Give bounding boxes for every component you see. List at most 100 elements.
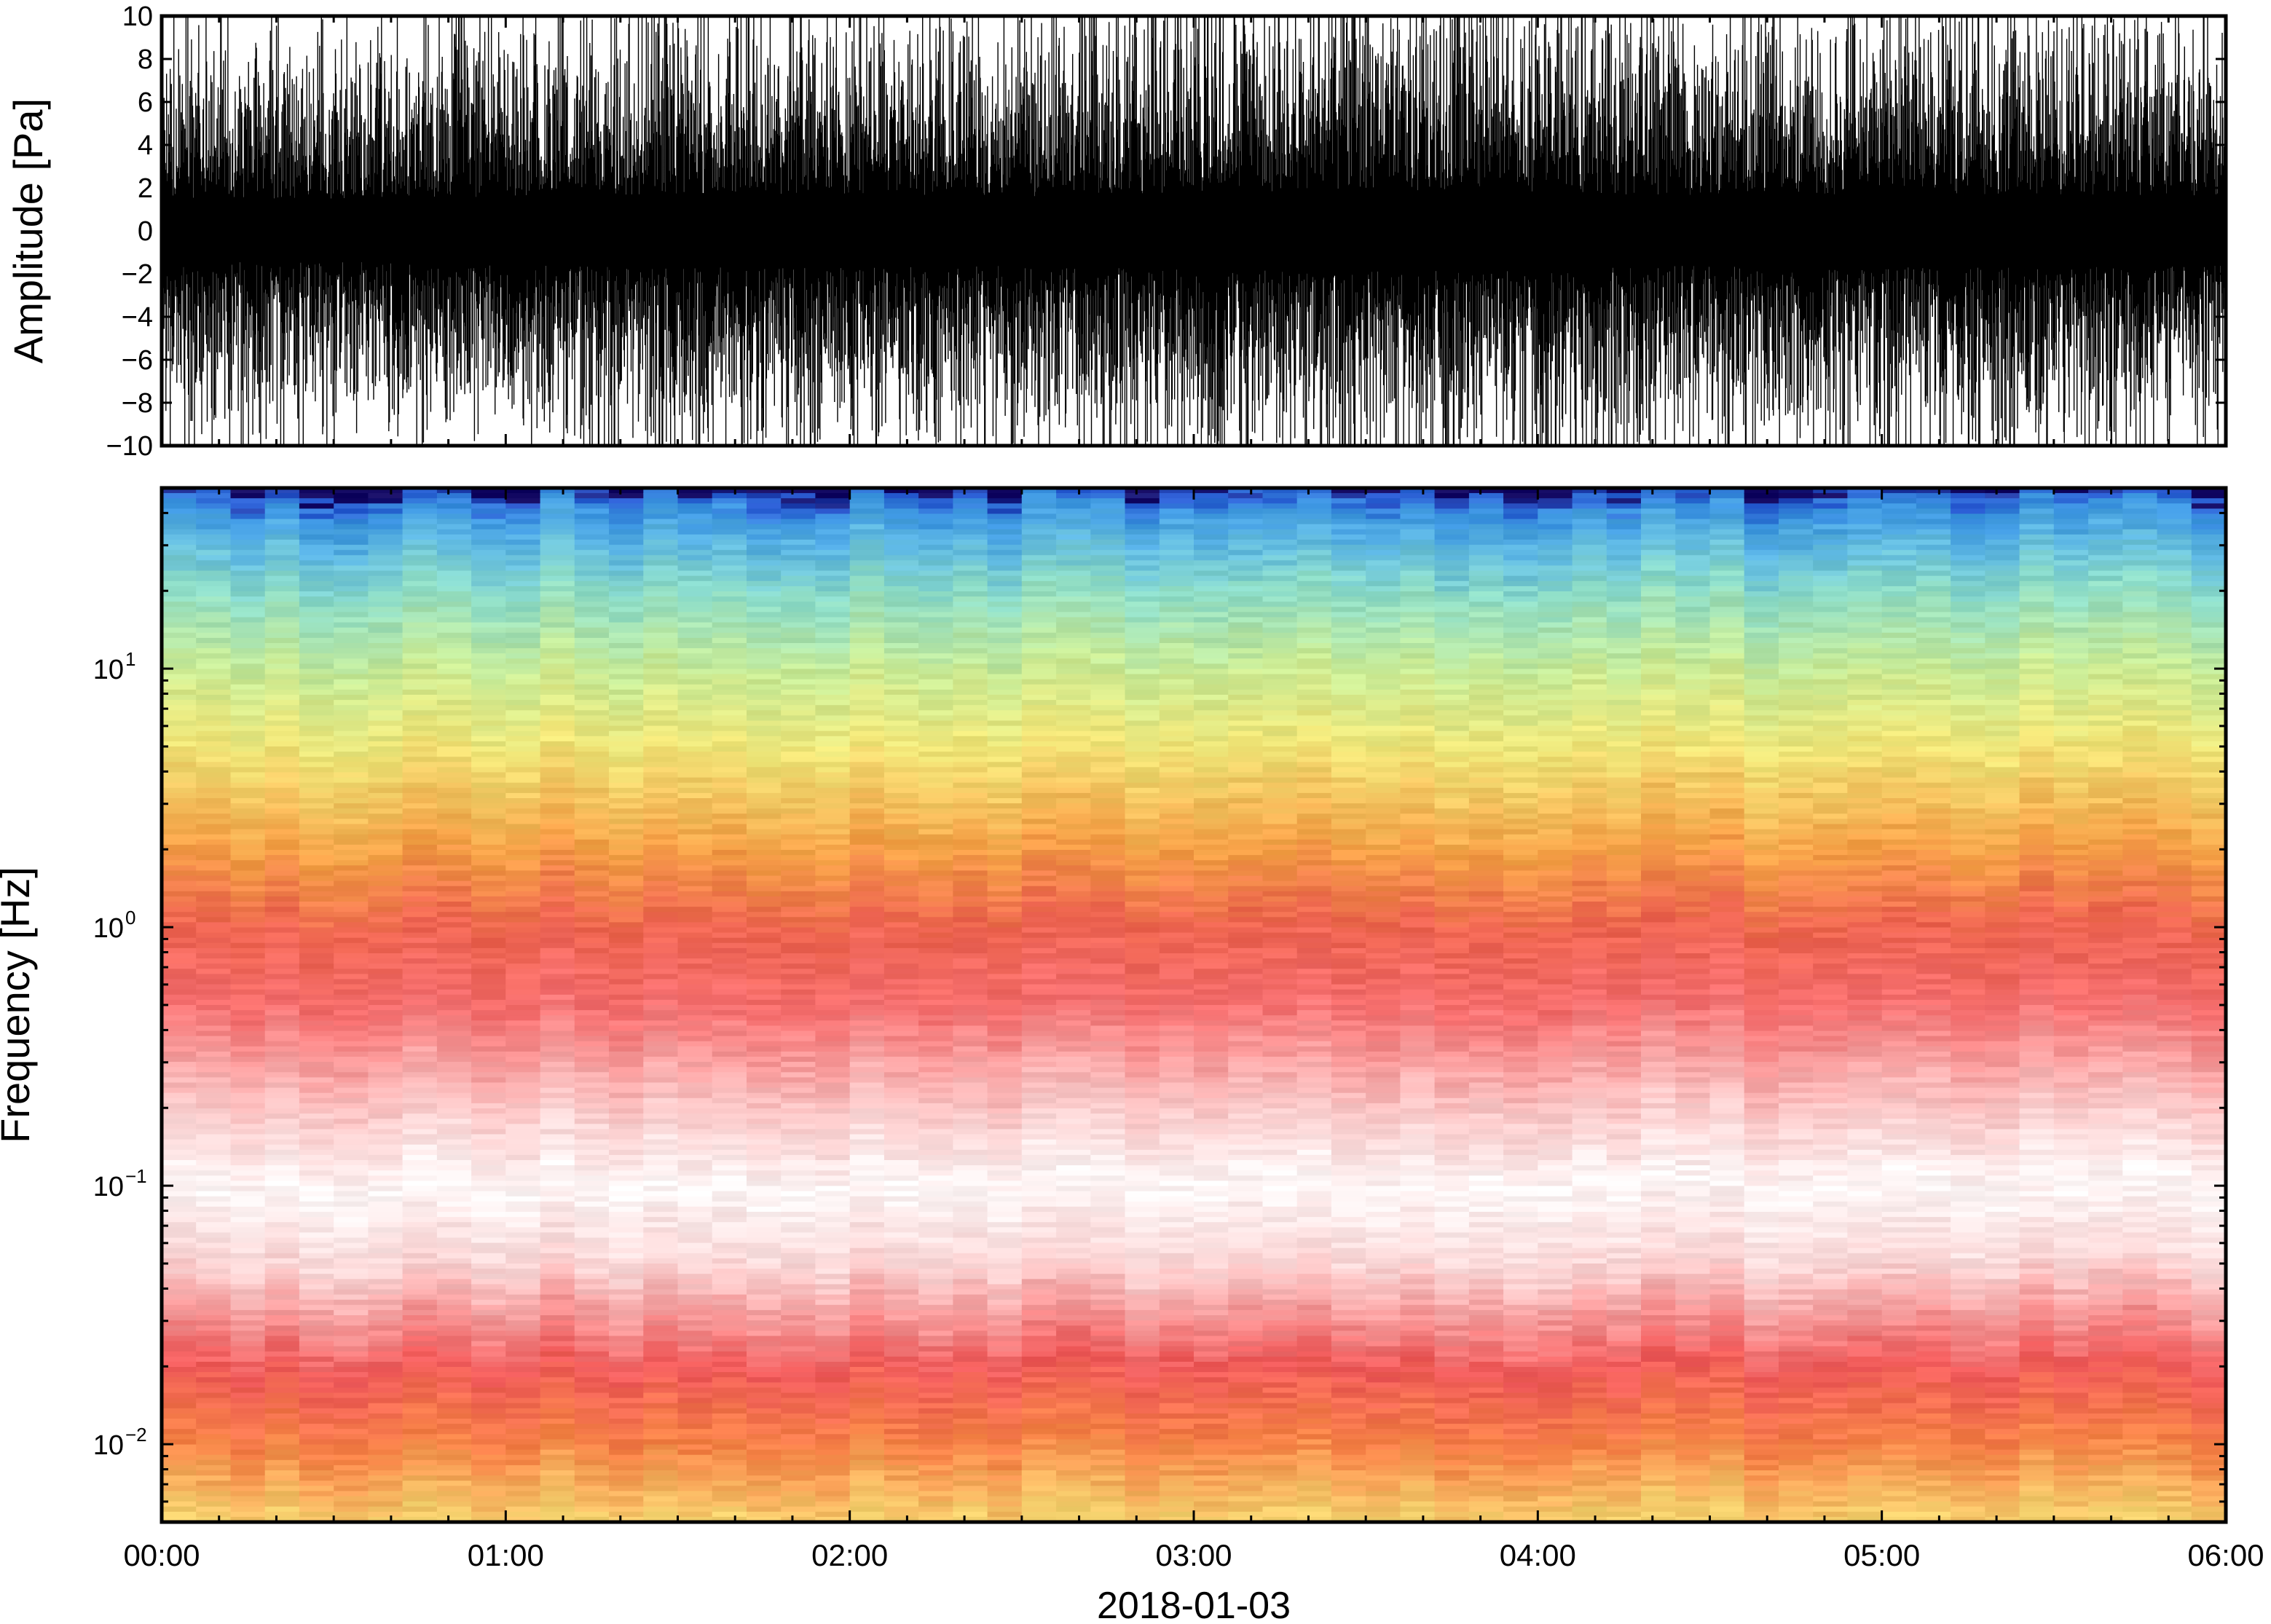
spectrogram-cell	[299, 1180, 334, 1187]
spectrogram-cell	[574, 503, 610, 510]
spectrogram-cell	[402, 627, 438, 634]
spectrogram-cell	[747, 684, 782, 690]
spectrogram-cell	[609, 627, 644, 634]
spectrogram-cell	[540, 622, 575, 628]
spectrogram-cell	[368, 627, 404, 634]
spectrogram-cell	[540, 1367, 575, 1373]
spectrogram-cell	[368, 1320, 404, 1326]
spectrogram-cell	[402, 1201, 438, 1207]
spectrogram-cell	[574, 787, 610, 794]
spectrogram-cell	[574, 493, 610, 499]
spectrogram-cell	[162, 580, 197, 587]
spectrogram-cell	[953, 1160, 988, 1166]
spectrogram-cell	[815, 1129, 851, 1135]
spectrogram-cell	[918, 570, 954, 577]
spectrogram-cell	[677, 540, 713, 545]
spectrogram-cell	[436, 1346, 472, 1352]
spectrogram-cell	[815, 1030, 851, 1037]
spectrogram-cell	[643, 1289, 679, 1296]
spectrogram-cell	[540, 777, 575, 784]
spectrogram-cell	[883, 1046, 919, 1052]
spectrogram-cell	[334, 632, 369, 639]
spectrogram-cell	[609, 1237, 644, 1244]
spectrogram-cell	[196, 912, 232, 918]
spectrogram-cell	[471, 1361, 507, 1368]
spectrogram-cell	[781, 1299, 816, 1306]
spectrogram-cell	[196, 1325, 232, 1332]
spectrogram-cell	[987, 767, 1023, 773]
spectrogram-cell	[402, 1067, 438, 1073]
spectrogram-cell	[299, 870, 334, 877]
spectrogram-cell	[505, 937, 541, 944]
spectrogram-cell	[368, 1160, 404, 1166]
spectrogram-cell	[436, 1304, 472, 1311]
spectrogram-cell	[609, 1481, 644, 1487]
spectrogram-cell	[299, 1175, 334, 1182]
spectrogram-cell	[781, 1413, 816, 1419]
spectrogram-cell	[162, 648, 197, 654]
spectrogram-cell	[162, 829, 197, 835]
spectrogram-cell	[436, 1361, 472, 1368]
spectrogram-cell	[162, 803, 197, 809]
spectrogram-cell	[953, 907, 988, 912]
spectrogram-cell	[264, 1382, 300, 1389]
spectrogram-cell	[436, 974, 472, 980]
spectrogram-cell	[471, 1227, 507, 1234]
spectrogram-cell	[815, 1475, 851, 1481]
spectrogram-cell	[883, 1294, 919, 1301]
spectrogram-cell	[609, 1186, 644, 1192]
spectrogram-cell	[677, 1419, 713, 1424]
spectrogram-cell	[815, 824, 851, 830]
spectrogram-cell	[574, 875, 610, 882]
spectrogram-cell	[883, 1449, 919, 1456]
spectrogram-cell	[677, 596, 713, 602]
spectrogram-cell	[574, 1351, 610, 1357]
spectrogram-cell	[334, 1149, 369, 1156]
spectrogram-cell	[540, 1212, 575, 1218]
spectrogram-cell	[815, 1201, 851, 1207]
spectrogram-cell	[402, 715, 438, 722]
spectrogram-cell	[368, 1346, 404, 1352]
spectrogram-cell	[505, 1398, 541, 1404]
spectrogram-cell	[334, 1025, 369, 1032]
spectrogram-cell	[609, 1341, 644, 1347]
spectrogram-cell	[230, 580, 266, 587]
spectrogram-cell	[471, 834, 507, 840]
spectrogram-cell	[815, 947, 851, 954]
spectrogram-cell	[471, 1496, 507, 1502]
spectrogram-cell	[712, 1149, 747, 1156]
spectrogram-cell	[471, 663, 507, 670]
spectrogram-cell	[299, 1217, 334, 1223]
spectrogram-cell	[436, 1242, 472, 1249]
spectrogram-cell	[230, 1097, 266, 1104]
spectrogram-cell	[987, 787, 1023, 794]
spectrogram-cell	[264, 958, 300, 964]
spectrogram-cell	[368, 1361, 404, 1368]
spectrogram-cell	[883, 1108, 919, 1114]
spectrogram-cell	[574, 1320, 610, 1326]
spectrogram-cell	[781, 658, 816, 665]
spectrogram-cell	[987, 875, 1023, 882]
spectrogram-cell	[299, 1170, 334, 1177]
spectrogram-cell	[815, 540, 851, 545]
spectrogram-cell	[883, 1491, 919, 1497]
spectrogram-cell	[781, 974, 816, 980]
spectrogram-cell	[436, 1062, 472, 1068]
spectrogram-cell	[747, 1129, 782, 1135]
spectrogram-cell	[299, 752, 334, 757]
spectrogram-cell	[781, 989, 816, 996]
spectrogram-cell	[747, 1475, 782, 1481]
spectrogram-cell	[334, 1274, 369, 1280]
spectrogram-cell	[402, 565, 438, 572]
spectrogram-cell	[815, 643, 851, 649]
spectrogram-cell	[953, 1486, 988, 1492]
spectrogram-cell	[918, 1087, 954, 1094]
spectrogram-cell	[471, 829, 507, 835]
spectrogram-cell	[987, 555, 1023, 561]
spectrogram-cell	[505, 1274, 541, 1280]
spectrogram-cell	[849, 607, 885, 613]
spectrogram-cell	[540, 1465, 575, 1471]
spectrogram-cell	[918, 958, 954, 964]
spectrogram-cell	[334, 1501, 369, 1507]
spectrogram-cell	[574, 1160, 610, 1166]
